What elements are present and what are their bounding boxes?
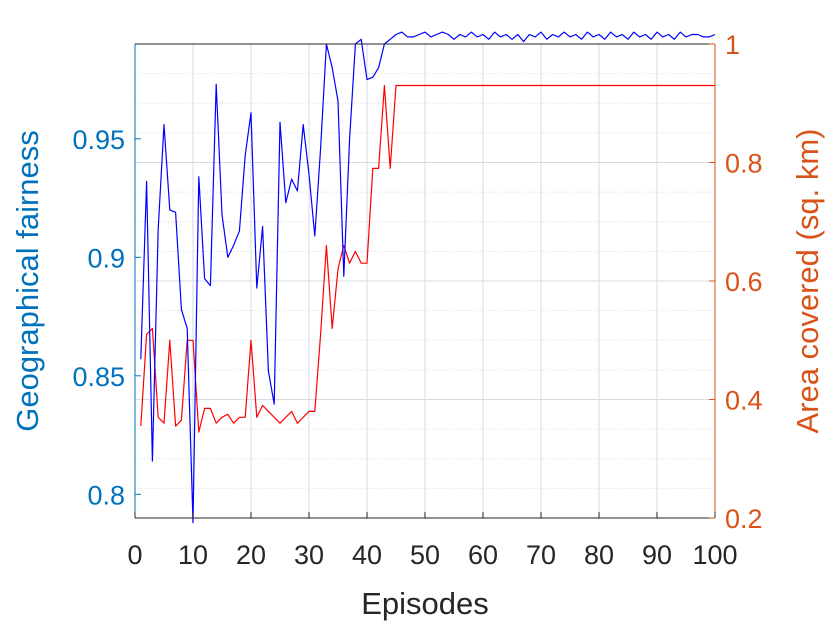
y-right-tick-label: 0.4 (725, 386, 763, 416)
grid-lines (135, 44, 715, 518)
x-tick-label: 90 (642, 540, 672, 570)
y-right-tick-label: 0.2 (725, 504, 763, 534)
y-left-tick-label: 0.9 (87, 243, 125, 273)
area-covered-series (140, 84, 715, 433)
x-tick-label: 50 (410, 540, 440, 570)
area-covered-line (140, 84, 715, 433)
x-tick-label: 70 (526, 540, 556, 570)
y-left-tick-label: 0.85 (72, 362, 125, 392)
y-left-tick-label: 0.8 (87, 480, 125, 510)
x-tick-label: 10 (178, 540, 208, 570)
y-left-tick-label: 0.95 (72, 125, 125, 155)
x-tick-label: 20 (236, 540, 266, 570)
x-tick-label: 60 (468, 540, 498, 570)
x-tick-label: 0 (127, 540, 142, 570)
x-tick-label: 30 (294, 540, 324, 570)
tick-labels: 0 10 20 30 40 50 60 70 80 90 100 0.8 0.85 0.9 0.95 0.2 0… (72, 30, 762, 570)
x-tick-label: 80 (584, 540, 614, 570)
y-right-tick-label: 0.8 (725, 149, 763, 179)
fairness-series (140, 31, 716, 524)
x-axis-title: Episodes (361, 586, 489, 621)
y-right-tick-label: 0.6 (725, 267, 763, 297)
y-right-axis-title: Area covered (sq. km) (790, 129, 825, 434)
y-left-axis-title: Geographical fairness (10, 130, 45, 432)
x-tick-label: 100 (692, 540, 737, 570)
y-right-tick-label: 1 (725, 30, 740, 60)
x-tick-label: 40 (352, 540, 382, 570)
fairness-line (140, 31, 716, 524)
